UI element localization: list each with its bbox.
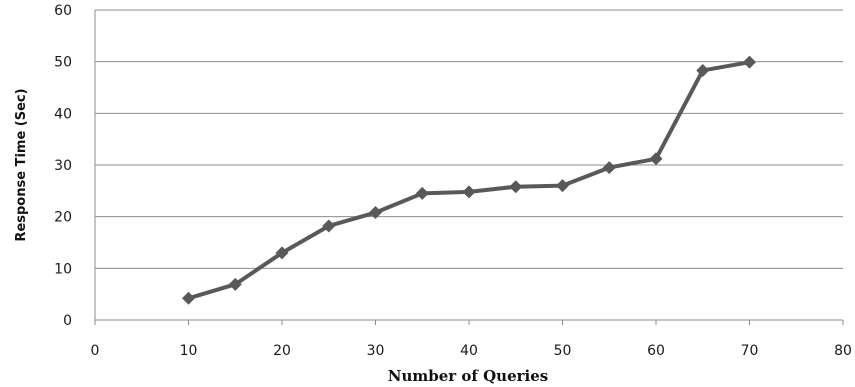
- y-tick-label-0: 0: [63, 313, 72, 329]
- y-tick-label-30: 30: [54, 158, 72, 174]
- x-tick-label-80: 80: [834, 343, 852, 359]
- x-tick-label-60: 60: [647, 343, 665, 359]
- y-tick-label-20: 20: [54, 210, 72, 226]
- x-tick-label-20: 20: [273, 343, 291, 359]
- data-point-35: [415, 186, 429, 200]
- data-point-40: [462, 185, 476, 199]
- data-point-65: [696, 63, 710, 77]
- data-series: [182, 55, 756, 305]
- y-axis-title: Response Time (Sec): [14, 88, 29, 241]
- y-tick-label-40: 40: [54, 106, 72, 122]
- data-point-45: [509, 180, 523, 194]
- axes: 0 10 20 30 40 50 60 0 10 20 30 40 50 60 70 80: [54, 3, 852, 359]
- x-tick-label-40: 40: [460, 343, 478, 359]
- data-point-25: [322, 219, 336, 233]
- series-line-0: [186, 60, 752, 301]
- y-tick-label-60: 60: [54, 3, 72, 19]
- gridlines: [95, 9, 843, 269]
- x-tick-label-50: 50: [554, 343, 572, 359]
- data-point-50: [556, 179, 569, 193]
- data-point-10: [182, 291, 195, 305]
- y-tick-label-50: 50: [54, 55, 72, 71]
- x-axis-title: Number of Queries: [388, 367, 548, 385]
- x-tick-label-70: 70: [741, 343, 759, 359]
- data-point-20: [275, 246, 289, 260]
- data-point-55: [602, 161, 616, 175]
- data-point-15: [228, 277, 242, 291]
- x-tick-label-0: 0: [91, 343, 100, 359]
- axis-labels: Number of Queries Response Time (Sec): [14, 88, 548, 385]
- data-point-30: [369, 206, 382, 220]
- y-tick-label-10: 10: [54, 261, 72, 277]
- x-tick-label-30: 30: [367, 343, 385, 359]
- data-point-70: [743, 55, 756, 69]
- x-tick-label-10: 10: [180, 343, 198, 359]
- data-point-60: [649, 152, 663, 166]
